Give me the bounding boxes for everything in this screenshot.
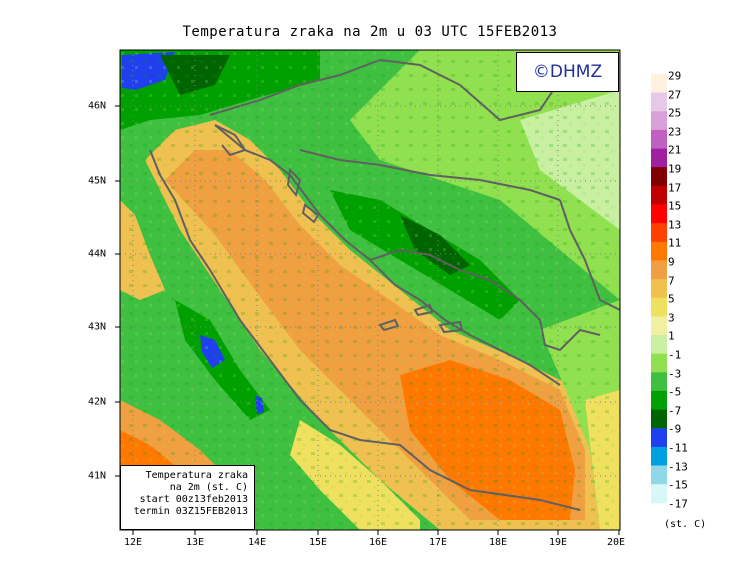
x-tick-label: 16E: [368, 537, 388, 548]
colorbar-swatch: [651, 316, 667, 336]
info-line-2: na 2m (st. C): [169, 482, 248, 493]
colorbar-label: 7: [668, 274, 675, 288]
colorbar-label: 3: [668, 311, 675, 325]
island-2: [413, 303, 434, 317]
colorbar-swatch: [651, 204, 667, 224]
colorbar-label: 23: [668, 125, 682, 139]
colorbar-label: 11: [668, 236, 682, 250]
colorbar-swatch: [651, 185, 667, 205]
colorbar-swatch: [651, 409, 667, 429]
colorbar-swatch: [651, 167, 667, 187]
y-tick-label: 45N: [88, 175, 107, 187]
colorbar-label: 25: [668, 106, 682, 120]
colorbar-swatch: [651, 446, 667, 466]
colorbar-swatch: [651, 372, 667, 392]
colorbar-swatch: [651, 428, 667, 448]
island-1: [378, 318, 400, 332]
x-tick-label: 18E: [488, 537, 508, 548]
info-line-4: termin 03Z15FEB2013: [133, 506, 248, 517]
x-tick-label: 19E: [548, 537, 568, 548]
colorbar-swatch: [651, 297, 667, 317]
colorbar-swatch: [651, 129, 667, 149]
colorbar-label: 13: [668, 218, 682, 232]
colorbar-label: -9: [668, 422, 682, 436]
border-montenegro: [519, 299, 601, 352]
colorbar-swatch: [651, 390, 667, 410]
border-bih-south: [369, 248, 521, 301]
coastline-italy: [149, 149, 581, 511]
colorbar-swatch: [651, 335, 667, 355]
colorbar-label: 9: [668, 255, 675, 269]
x-tick-label: 20E: [606, 537, 626, 548]
y-tick-label: 42N: [88, 396, 107, 408]
colorbar-label: 1: [668, 329, 675, 343]
map-title: Temperatura zraka na 2m u 03 UTC 15FEB20…: [182, 24, 558, 40]
colorbar-unit: (st. C): [664, 519, 707, 530]
istria: [214, 124, 247, 157]
x-tick-label: 14E: [247, 537, 267, 548]
colorbar-label: -1: [668, 348, 682, 362]
colorbar-swatch: [651, 92, 667, 112]
colorbar-label: -3: [668, 367, 682, 381]
colorbar-swatch: [651, 484, 667, 504]
island-5: [301, 203, 320, 224]
colorbar-label: 21: [668, 143, 682, 157]
colorbar-swatch: [651, 353, 667, 373]
colorbar-label: -7: [668, 404, 682, 418]
border-east: [559, 199, 620, 311]
colorbar-swatch: [651, 111, 667, 131]
colorbar-swatch: [651, 465, 667, 485]
colorbar-label: 17: [668, 181, 682, 195]
info-line-1: Temperatura zraka: [145, 470, 248, 481]
x-tick-label: 17E: [428, 537, 448, 548]
colorbar-label: 29: [668, 69, 682, 83]
dhmz-logo: ©DHMZ: [516, 52, 619, 92]
colorbar-label: -11: [668, 441, 688, 455]
island-4: [286, 167, 302, 198]
y-tick-label: 46N: [88, 100, 107, 112]
y-tick-label: 43N: [88, 321, 107, 333]
colorbar: [651, 74, 667, 504]
colorbar-label: 15: [668, 199, 682, 213]
colorbar-label: -15: [668, 478, 688, 492]
colorbar-swatch: [651, 279, 667, 299]
colorbar-swatch: [651, 260, 667, 280]
x-tick-label: 12E: [123, 537, 143, 548]
y-tick-label: 44N: [88, 248, 107, 260]
colorbar-label: -17: [668, 497, 688, 511]
info-box: Temperatura zraka na 2m (st. C) start 00…: [120, 465, 255, 530]
colorbar-label: -13: [668, 460, 688, 474]
colorbar-swatch: [651, 148, 667, 168]
island-3: [438, 320, 464, 334]
map-frame: [119, 49, 621, 531]
y-tick-label: 41N: [88, 470, 107, 482]
colorbar-label: -5: [668, 385, 682, 399]
x-tick-label: 15E: [308, 537, 328, 548]
border-north: [209, 58, 461, 116]
colorbar-swatch: [651, 241, 667, 261]
colorbar-label: 5: [668, 292, 675, 306]
colorbar-swatch: [651, 223, 667, 243]
colorbar-label: 19: [668, 162, 682, 176]
info-line-3: start 00z13feb2013: [139, 494, 248, 505]
x-tick-label: 13E: [185, 537, 205, 548]
border-sava: [299, 149, 561, 201]
colorbar-label: 27: [668, 88, 682, 102]
colorbar-swatch: [651, 74, 667, 94]
